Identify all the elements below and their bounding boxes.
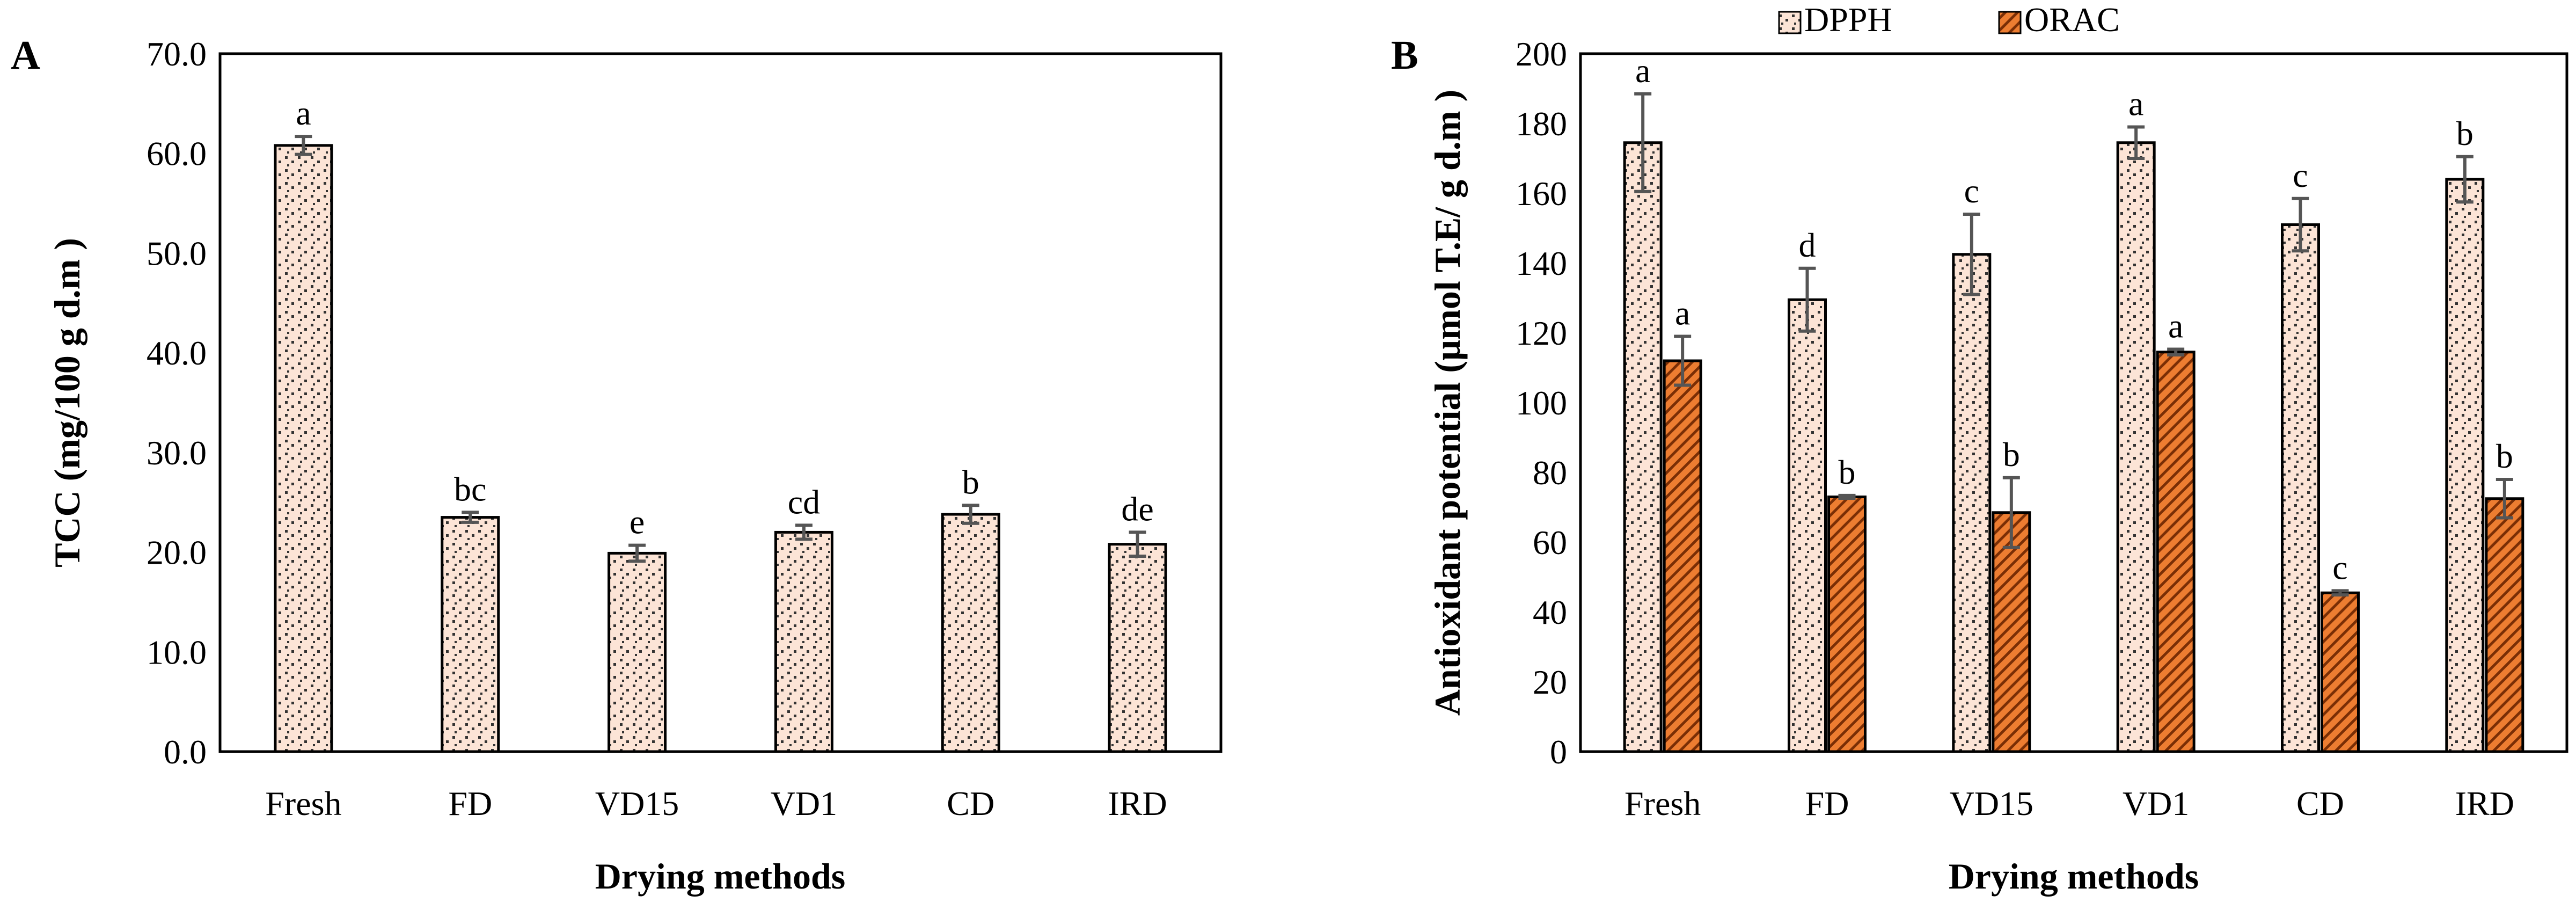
- significance-letter: bc: [454, 470, 486, 508]
- bar-tcc-vd1: [774, 530, 833, 753]
- panel-a-label: A: [11, 33, 40, 78]
- bar-tcc-fresh: [274, 144, 333, 753]
- significance-letter: a: [1635, 52, 1650, 90]
- significance-letter: cd: [788, 483, 820, 521]
- bar-orac-vd1: [2156, 351, 2196, 753]
- significance-letter: a: [296, 94, 311, 132]
- panel-b-label: B: [1391, 33, 1418, 78]
- y-tick-label: 120: [1516, 314, 1567, 352]
- panel-b-y-axis-title: Antioxidant potential (µmol T.E/ g d.m ): [1427, 90, 1468, 716]
- x-tick-label: Fresh: [265, 784, 341, 822]
- y-tick-label: 20.0: [147, 534, 207, 572]
- bar-orac-fresh: [1663, 359, 1702, 753]
- panel-b-x-tick-labels: Fresh FD VD15 VD1 CD IRD: [1624, 784, 2514, 822]
- y-tick-label: 30.0: [147, 434, 207, 472]
- legend-swatch-orac: [1998, 11, 2022, 34]
- significance-letter: c: [1964, 172, 1979, 210]
- y-tick-label: 160: [1516, 174, 1567, 213]
- significance-letter: b: [2496, 437, 2513, 475]
- y-tick-label: 80: [1533, 454, 1567, 492]
- y-tick-label: 40.0: [147, 334, 207, 372]
- y-tick-label: 60.0: [147, 135, 207, 173]
- significance-letter: b: [2456, 114, 2473, 152]
- panel-b-y-tick-labels: 0 20 40 60 80 100 120 140 160 180 200: [1516, 35, 1567, 771]
- significance-letter: b: [1839, 453, 1856, 491]
- legend-swatch-dpph: [1778, 11, 1802, 34]
- y-tick-label: 10.0: [147, 633, 207, 671]
- significance-letter: b: [2003, 435, 2020, 474]
- x-tick-label: VD15: [1950, 784, 2033, 822]
- y-tick-label: 70.0: [147, 35, 207, 73]
- y-tick-label: 200: [1516, 35, 1567, 73]
- significance-letter: de: [1121, 490, 1153, 528]
- y-tick-label: 140: [1516, 244, 1567, 282]
- x-tick-label: CD: [2296, 784, 2344, 822]
- y-tick-label: 0.0: [164, 733, 207, 771]
- x-tick-label: VD1: [2123, 784, 2189, 822]
- x-tick-label: IRD: [2455, 784, 2514, 822]
- bar-tcc-vd15: [608, 551, 667, 753]
- panel-a: A 0.0 10.0 20.0 30.0 40.0 50.0 60.0 70.0 a bc e cd…: [11, 33, 1223, 897]
- bar-tcc-fd: [441, 516, 500, 753]
- x-tick-label: IRD: [1108, 784, 1167, 822]
- panel-a-y-axis-title: TCC (mg/100 g d.m ): [47, 238, 87, 567]
- bar-dpph-cd: [2281, 223, 2320, 753]
- x-tick-label: FD: [448, 784, 492, 822]
- panel-a-plot-frame: [218, 52, 1223, 753]
- y-tick-label: 100: [1516, 384, 1567, 422]
- panel-a-y-tick-labels: 0.0 10.0 20.0 30.0 40.0 50.0 60.0 70.0: [147, 35, 207, 771]
- legend-label-orac: ORAC: [2024, 1, 2120, 39]
- panel-b-x-axis-title: Drying methods: [1949, 856, 2199, 897]
- bar-dpph-vd1: [2116, 141, 2156, 753]
- significance-letter: c: [2332, 548, 2347, 586]
- y-tick-label: 20: [1533, 663, 1567, 701]
- significance-letter: c: [2293, 156, 2308, 194]
- y-tick-label: 50.0: [147, 234, 207, 272]
- legend: DPPH ORAC: [1778, 1, 2120, 39]
- x-tick-label: Fresh: [1624, 784, 1701, 822]
- bar-dpph-vd15: [1952, 253, 1992, 753]
- panel-a-x-tick-labels: Fresh FD VD15 VD1 CD IRD: [265, 784, 1167, 822]
- significance-letter: d: [1799, 226, 1816, 264]
- bar-orac-cd: [2321, 591, 2360, 753]
- y-tick-label: 0: [1550, 733, 1567, 771]
- y-tick-label: 60: [1533, 523, 1567, 562]
- panel-a-x-axis-title: Drying methods: [595, 856, 846, 897]
- bar-orac-fd: [1827, 496, 1867, 753]
- panel-a-bars: a bc e cd b de: [274, 94, 1167, 753]
- legend-label-dpph: DPPH: [1804, 1, 1892, 39]
- significance-letter: e: [630, 503, 645, 541]
- panel-b-plot-frame: [1579, 52, 2568, 753]
- bar-dpph-fresh: [1623, 141, 1663, 753]
- y-tick-label: 40: [1533, 593, 1567, 631]
- significance-letter: a: [2128, 85, 2143, 123]
- significance-letter: b: [962, 463, 979, 501]
- bar-tcc-ird: [1108, 543, 1167, 753]
- x-tick-label: CD: [947, 784, 994, 822]
- bar-tcc-cd: [941, 513, 1000, 753]
- x-tick-label: FD: [1805, 784, 1849, 822]
- y-tick-label: 180: [1516, 105, 1567, 143]
- significance-letter: a: [2168, 307, 2183, 345]
- x-tick-label: VD1: [771, 784, 837, 822]
- bar-dpph-fd: [1788, 298, 1827, 753]
- x-tick-label: VD15: [595, 784, 679, 822]
- significance-letter: a: [1675, 294, 1690, 332]
- bar-orac-ird: [2485, 497, 2524, 753]
- bar-dpph-ird: [2445, 178, 2485, 753]
- panel-b-bars: a d c a c b a b b a c b: [1623, 52, 2524, 753]
